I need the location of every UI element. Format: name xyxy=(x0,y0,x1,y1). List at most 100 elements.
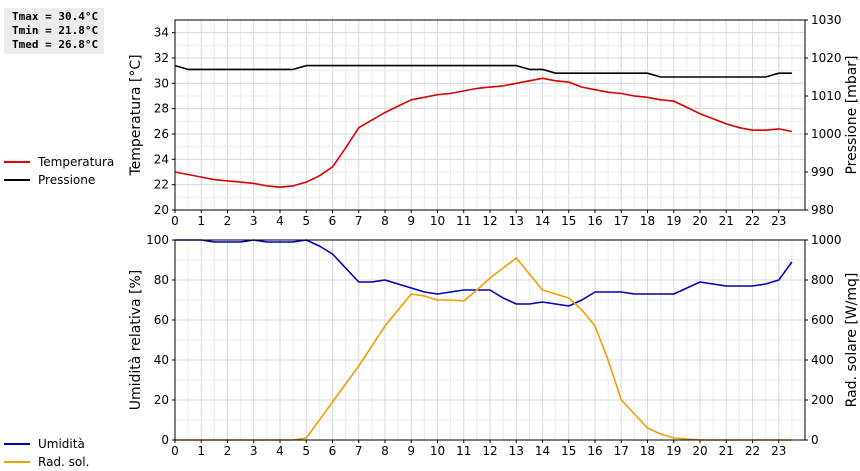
x-tick-label: 11 xyxy=(456,444,471,458)
x-tick-label: 15 xyxy=(561,444,576,458)
y2-tick-label: 1000 xyxy=(811,127,842,141)
x-tick-label: 19 xyxy=(666,214,681,228)
y2-tick-label: 1030 xyxy=(811,13,842,27)
x-tick-label: 22 xyxy=(745,214,760,228)
y-tick-label: 40 xyxy=(154,353,169,367)
x-tick-label: 12 xyxy=(482,214,497,228)
x-tick-label: 17 xyxy=(614,214,629,228)
x-tick-label: 7 xyxy=(355,444,363,458)
x-tick-label: 21 xyxy=(719,214,734,228)
y-tick-label: 20 xyxy=(154,393,169,407)
x-tick-label: 7 xyxy=(355,214,363,228)
chart-panel-1: 0 1 2 3 4 5 6 7 8 9 10 11 12 13 14 15 16 17 18 19 20 21 22 2320… xyxy=(128,13,860,228)
tmin-stat: Tmin = 21.8°C xyxy=(12,24,99,37)
x-tick-label: 9 xyxy=(407,214,415,228)
x-tick-label: 0 xyxy=(171,444,179,458)
legend-swatch-temperatura xyxy=(4,161,30,163)
series-line-pressione xyxy=(174,64,792,78)
y2-tick-label: 800 xyxy=(811,273,834,287)
y-tick-label: 30 xyxy=(154,76,169,90)
x-tick-label: 12 xyxy=(482,444,497,458)
y-axis-label: Umidità relativa [%] xyxy=(128,270,144,411)
x-tick-label: 16 xyxy=(587,444,602,458)
y2-tick-label: 0 xyxy=(811,433,819,447)
legend-label-pressione: Pressione xyxy=(38,173,96,187)
plot-frame xyxy=(174,239,806,441)
legend-top: Temperatura Pressione xyxy=(4,153,114,189)
y2-tick-label: 600 xyxy=(811,313,834,327)
x-tick-label: 2 xyxy=(224,444,232,458)
series-line-rad-sol- xyxy=(175,257,792,441)
plot-frame xyxy=(174,19,806,211)
y-tick-label: 24 xyxy=(154,152,169,166)
x-tick-label: 6 xyxy=(329,214,337,228)
y2-tick-label: 400 xyxy=(811,353,834,367)
y2-tick-label: 200 xyxy=(811,393,834,407)
legend-item-umidita: Umidità xyxy=(4,435,89,453)
x-tick-label: 14 xyxy=(535,444,550,458)
legend-label-umidita: Umidità xyxy=(38,437,85,451)
x-tick-label: 13 xyxy=(509,444,524,458)
legend-item-pressione: Pressione xyxy=(4,171,114,189)
x-tick-label: 11 xyxy=(456,214,471,228)
y2-tick-label: 1020 xyxy=(811,51,842,65)
y2-tick-label: 1000 xyxy=(811,233,842,247)
y-axis-label: Temperatura [°C] xyxy=(128,54,144,176)
chart-panel-2: 0 1 2 3 4 5 6 7 8 9 10 11 12 13 14 15 16 17 18 19 20 21 22 2302… xyxy=(128,233,860,458)
x-tick-label: 18 xyxy=(640,444,655,458)
x-tick-label: 3 xyxy=(250,214,258,228)
legend-swatch-pressione xyxy=(4,179,30,181)
y2-tick-label: 990 xyxy=(811,165,834,179)
x-tick-label: 5 xyxy=(302,444,310,458)
y2-tick-label: 1010 xyxy=(811,89,842,103)
legend-item-temperatura: Temperatura xyxy=(4,153,114,171)
x-tick-label: 2 xyxy=(224,214,232,228)
x-tick-label: 1 xyxy=(197,214,205,228)
series-line-umidit- xyxy=(175,239,793,307)
y-tick-label: 28 xyxy=(154,102,169,116)
x-tick-label: 5 xyxy=(302,214,310,228)
x-tick-label: 3 xyxy=(250,444,258,458)
x-tick-label: 10 xyxy=(430,214,445,228)
x-tick-label: 8 xyxy=(381,444,389,458)
y-tick-label: 34 xyxy=(154,26,169,40)
x-tick-label: 1 xyxy=(197,444,205,458)
x-tick-label: 8 xyxy=(381,214,389,228)
x-tick-label: 14 xyxy=(535,214,550,228)
x-tick-label: 18 xyxy=(640,214,655,228)
x-tick-label: 20 xyxy=(692,214,707,228)
x-tick-label: 16 xyxy=(587,214,602,228)
x-tick-label: 17 xyxy=(614,444,629,458)
y-tick-label: 80 xyxy=(154,273,169,287)
stats-box: Tmax = 30.4°C Tmin = 21.8°C Tmed = 26.8°… xyxy=(4,8,104,54)
y-tick-label: 0 xyxy=(161,433,169,447)
y2-axis-label: Pressione [mbar] xyxy=(844,55,860,174)
x-tick-label: 21 xyxy=(719,444,734,458)
y-tick-label: 100 xyxy=(146,233,169,247)
x-tick-label: 10 xyxy=(430,444,445,458)
x-tick-label: 4 xyxy=(276,214,284,228)
y-tick-label: 20 xyxy=(154,203,169,217)
y-tick-label: 32 xyxy=(154,51,169,65)
x-tick-label: 20 xyxy=(692,444,707,458)
y-tick-label: 22 xyxy=(154,178,169,192)
legend-swatch-umidita xyxy=(4,443,30,445)
tmed-stat: Tmed = 26.8°C xyxy=(12,38,99,51)
y-tick-label: 26 xyxy=(154,127,169,141)
y2-tick-label: 980 xyxy=(811,203,834,217)
x-tick-label: 9 xyxy=(407,444,415,458)
weather-charts: 0 1 2 3 4 5 6 7 8 9 10 11 12 13 14 15 16 17 18 19 20 21 22 2320… xyxy=(128,13,860,458)
legend-label-temperatura: Temperatura xyxy=(38,155,115,169)
x-tick-label: 4 xyxy=(276,444,284,458)
x-tick-label: 13 xyxy=(509,214,524,228)
series-line-temperatura xyxy=(174,77,793,188)
x-tick-label: 19 xyxy=(666,444,681,458)
y2-axis-label: Rad. solare [W/mq] xyxy=(844,273,860,408)
x-tick-label: 0 xyxy=(171,214,179,228)
tmax-stat: Tmax = 30.4°C xyxy=(12,10,99,23)
x-tick-label: 22 xyxy=(745,444,760,458)
x-tick-label: 23 xyxy=(771,214,786,228)
y-tick-label: 60 xyxy=(154,313,169,327)
x-tick-label: 15 xyxy=(561,214,576,228)
legend-swatch-radsol xyxy=(4,461,30,463)
